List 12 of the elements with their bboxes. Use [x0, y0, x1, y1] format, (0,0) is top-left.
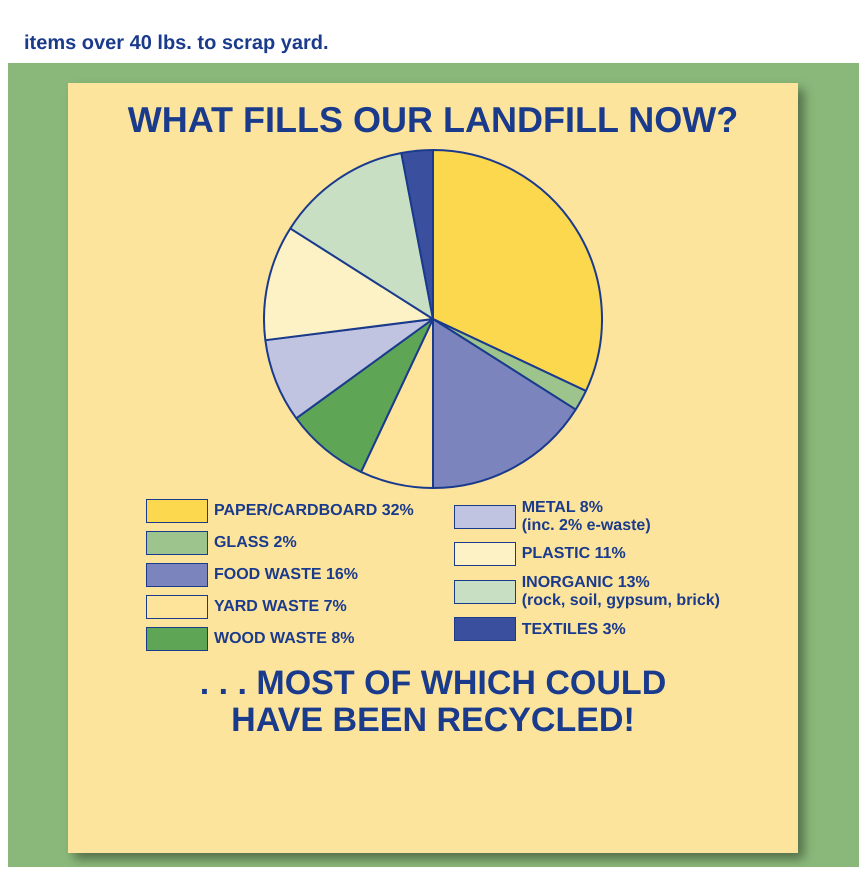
chart-title: WHAT FILLS OUR LANDFILL NOW? [128, 99, 738, 141]
legend-label: GLASS 2% [214, 534, 297, 552]
text: . . . MOST OF WHICH COULD HAVE BEEN RECYCLED! [198, 664, 668, 740]
legend-label: INORGANIC 13% (rock, soil, gypsum, brick) [522, 574, 720, 610]
legend-label: WOOD WASTE 8% [214, 630, 354, 648]
text: items over 40 lbs. to scrap yard. [24, 32, 329, 55]
legend-label: FOOD WASTE 16% [214, 566, 358, 584]
legend-label: PAPER/CARDBOARD 32% [214, 502, 414, 520]
legend-label: TEXTILES 3% [522, 620, 626, 638]
legend-label: YARD WASTE 7% [214, 598, 347, 616]
legend-label: PLASTIC 11% [522, 545, 626, 563]
legend-label: METAL 8% (inc. 2% e-waste) [522, 499, 651, 534]
